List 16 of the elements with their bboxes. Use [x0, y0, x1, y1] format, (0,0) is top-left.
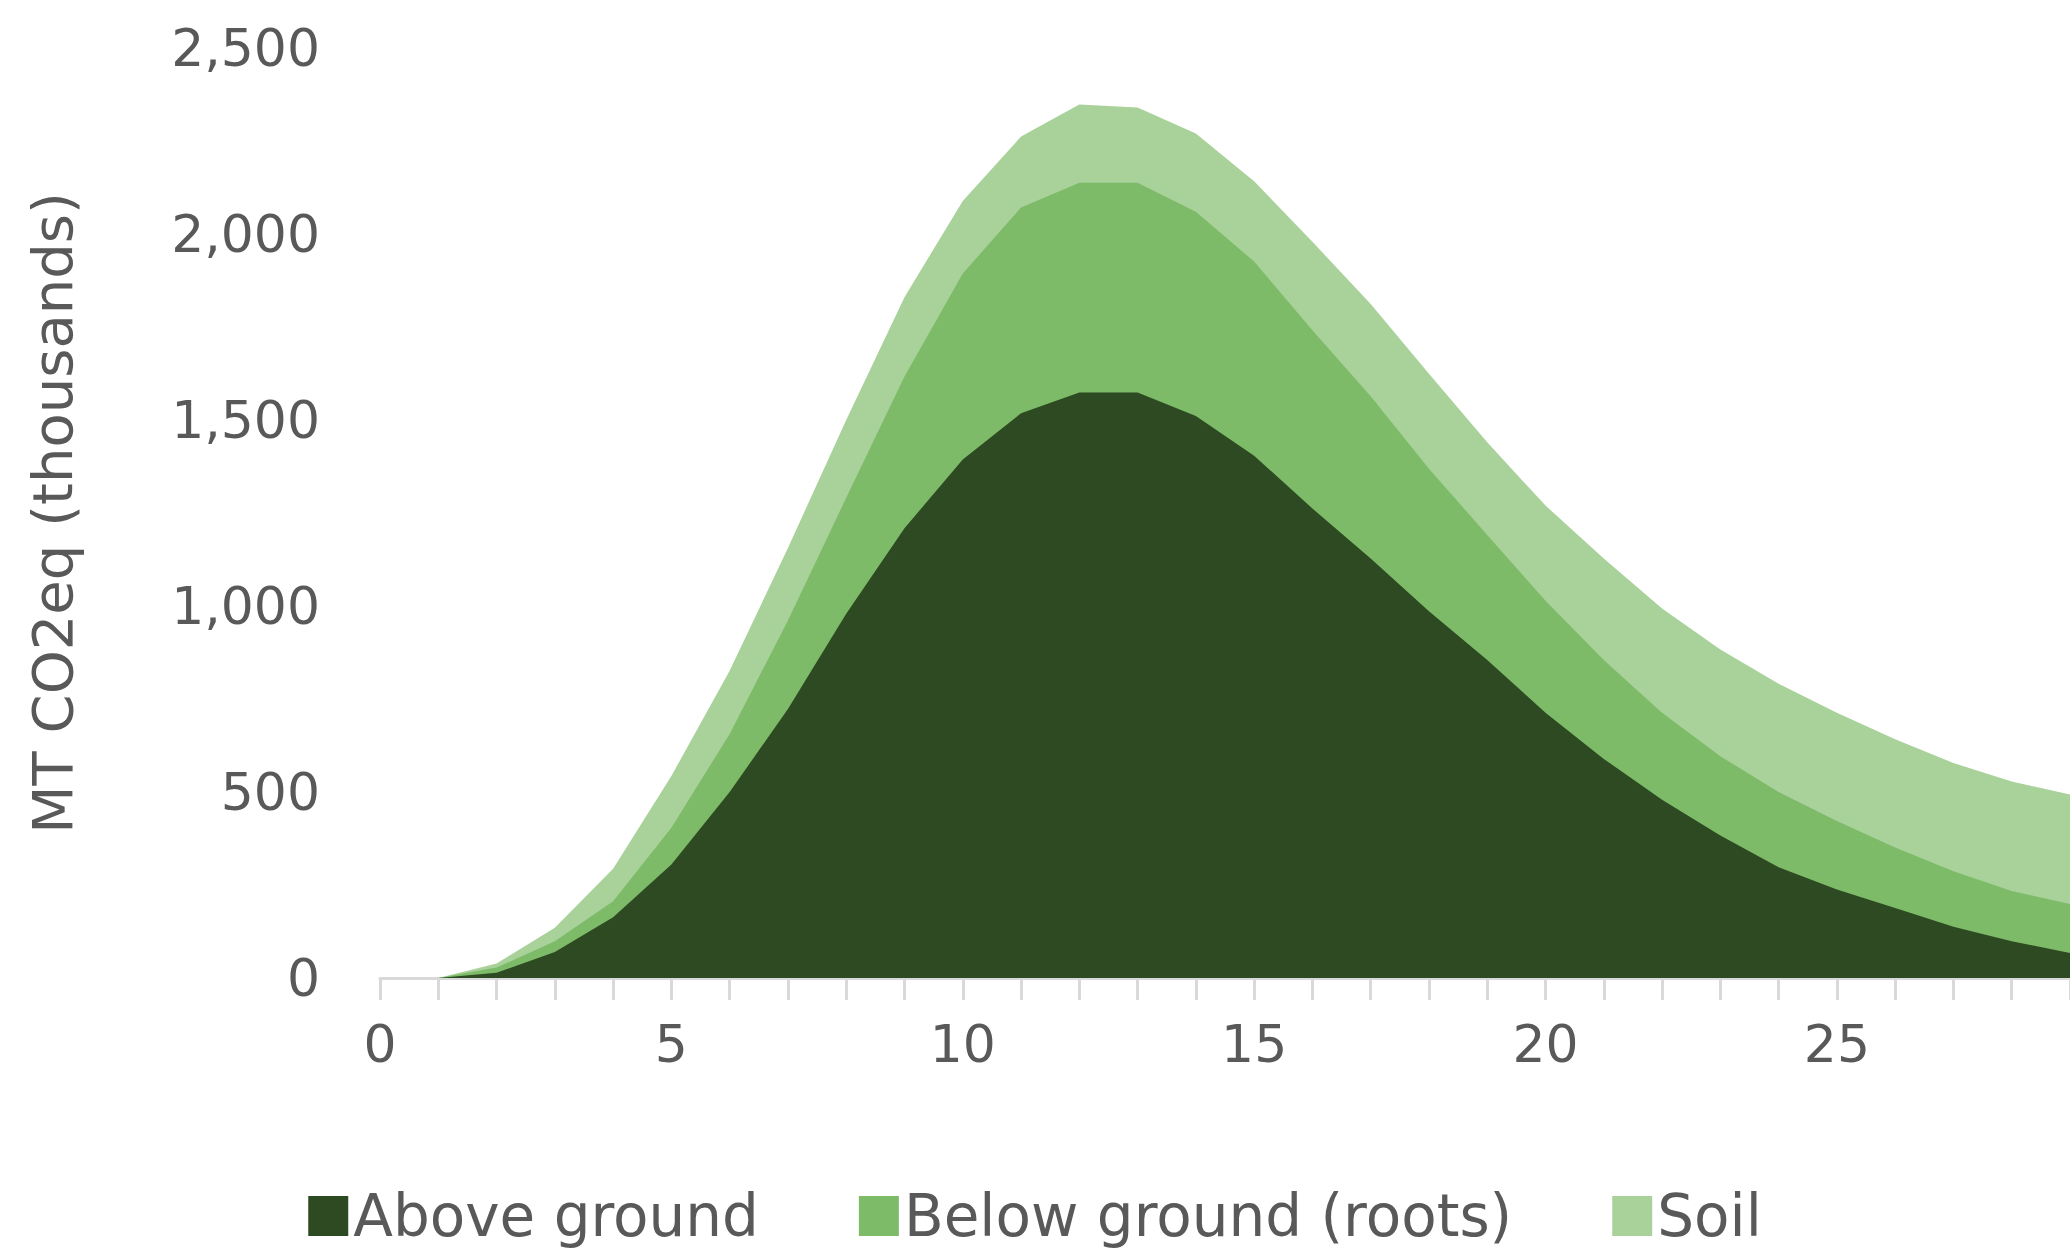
x-tick-label: 15 [1221, 1014, 1288, 1074]
y-tick-label: 1,000 [171, 576, 320, 636]
y-tick-label: 2,000 [171, 204, 320, 264]
y-tick-label: 500 [220, 762, 320, 822]
legend-label: Above ground [353, 1182, 759, 1250]
y-axis-title: MT CO2eq (thousands) [19, 192, 85, 834]
y-tick-label: 0 [286, 948, 320, 1008]
x-tick-label: 20 [1512, 1014, 1579, 1074]
legend-label: Below ground (roots) [903, 1182, 1513, 1250]
legend-label: Soil [1657, 1182, 1762, 1250]
y-tick-label: 2,500 [171, 18, 320, 78]
y-tick-label: 1,500 [171, 390, 320, 450]
x-tick-label: 10 [929, 1014, 996, 1074]
x-tick-label: 5 [654, 1014, 688, 1074]
x-tick-label: 25 [1803, 1014, 1870, 1074]
x-tick-label: 0 [363, 1014, 397, 1074]
